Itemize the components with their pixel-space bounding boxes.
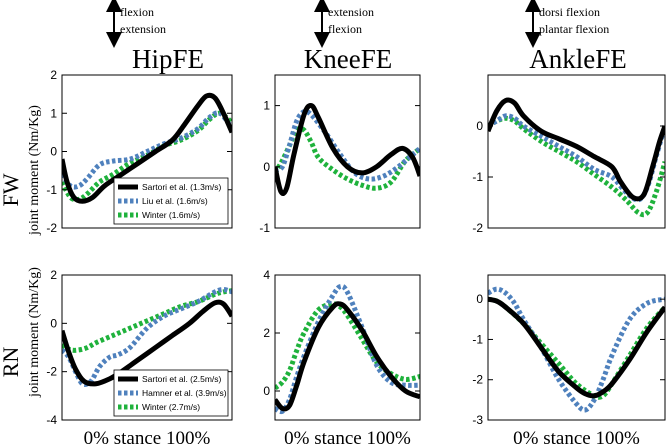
y-tick-label: 0 (263, 160, 270, 174)
y-tick-label: -4 (46, 413, 57, 427)
y-axis-label: joint moment (Nm/Kg) (27, 105, 42, 236)
y-tick-label: -1 (472, 332, 483, 346)
y-tick-label: -1 (472, 170, 483, 184)
row-label-RN: RN (0, 347, 23, 378)
y-tick-label: -2 (46, 365, 57, 379)
series-line-winter-FW-AnkleFE (488, 115, 665, 218)
direction-top-label: flexion (120, 5, 154, 19)
axes-frame-RN-KneeFE (274, 274, 421, 421)
legend-entry-winter: Winter (1.6m/s) (142, 210, 200, 220)
plot-area-FW-AnkleFE (488, 75, 665, 228)
direction-bottom-label: plantar flexion (539, 22, 609, 36)
axes-frame-RN-HipFE (61, 274, 233, 421)
y-tick-label: 0 (50, 145, 57, 159)
y-tick-label: 2 (263, 326, 270, 340)
direction-top-label: dorsi flexion (539, 5, 600, 19)
column-title-HipFE: HipFE (132, 44, 204, 74)
series-line-sartori-RN-AnkleFE (488, 296, 665, 399)
y-tick-label: -2 (472, 221, 483, 235)
y-tick-label: -2 (46, 221, 57, 235)
row-label-FW: FW (0, 173, 23, 206)
y-tick-label: 0 (263, 384, 270, 398)
y-tick-label: 4 (263, 268, 270, 282)
series-line-sartori-FW-HipFE (62, 92, 232, 204)
y-tick-label: 2 (50, 68, 57, 82)
y-tick-label: -1 (46, 183, 57, 197)
series-line-liu-FW-HipFE (62, 110, 232, 190)
series-line-sartori-RN-KneeFE (275, 301, 420, 412)
direction-bottom-label: flexion (328, 22, 362, 36)
legend-entry-liu: Liu et al. (1.6m/s) (142, 196, 208, 206)
y-tick-label: 1 (50, 106, 57, 120)
direction-bottom-label: extension (120, 22, 166, 36)
axes-frame-RN-AnkleFE (487, 274, 666, 421)
y-tick-label: 1 (263, 99, 270, 113)
column-title-AnkleFE: AnkleFE (529, 44, 627, 74)
x-axis-label-AnkleFE: 0% stance 100% (513, 428, 640, 447)
y-tick-label: 0 (476, 292, 483, 306)
x-axis-label-KneeFE: 0% stance 100% (284, 428, 411, 447)
legend-entry-sartori: Sartori et al. (1.3m/s) (142, 182, 222, 192)
series-line-liu-FW-AnkleFE (488, 113, 665, 203)
series-line-hamner-RN-AnkleFE (488, 286, 665, 413)
legend-entry-winter: Winter (2.7m/s) (142, 402, 200, 412)
y-tick-label: 0 (50, 316, 57, 330)
series-line-sartori-FW-AnkleFE (488, 97, 665, 202)
plot-area-RN-KneeFE (275, 275, 420, 420)
y-axis-label: joint moment (Nm/Kg) (27, 267, 42, 398)
y-tick-label: 0 (476, 119, 483, 133)
y-tick-label: -2 (472, 373, 483, 387)
y-tick-label: -3 (472, 413, 483, 427)
legend-entry-sartori: Sartori et al. (2.5m/s) (142, 374, 222, 384)
y-tick-label: -1 (259, 221, 270, 235)
axes-frame-FW-KneeFE (274, 74, 421, 229)
x-axis-label-HipFE: 0% stance 100% (84, 428, 211, 447)
legend-entry-hamner: Hamner et al. (3.9m/s) (142, 388, 227, 398)
direction-top-label: extension (328, 5, 374, 19)
series-line-sartori-FW-KneeFE (275, 103, 420, 196)
axes-frame-FW-AnkleFE (487, 74, 666, 229)
series-line-sartori-RN-HipFE (62, 299, 232, 387)
column-title-KneeFE: KneeFE (304, 44, 392, 74)
series-line-liu-FW-KneeFE (275, 108, 420, 182)
y-tick-label: 2 (50, 268, 57, 282)
